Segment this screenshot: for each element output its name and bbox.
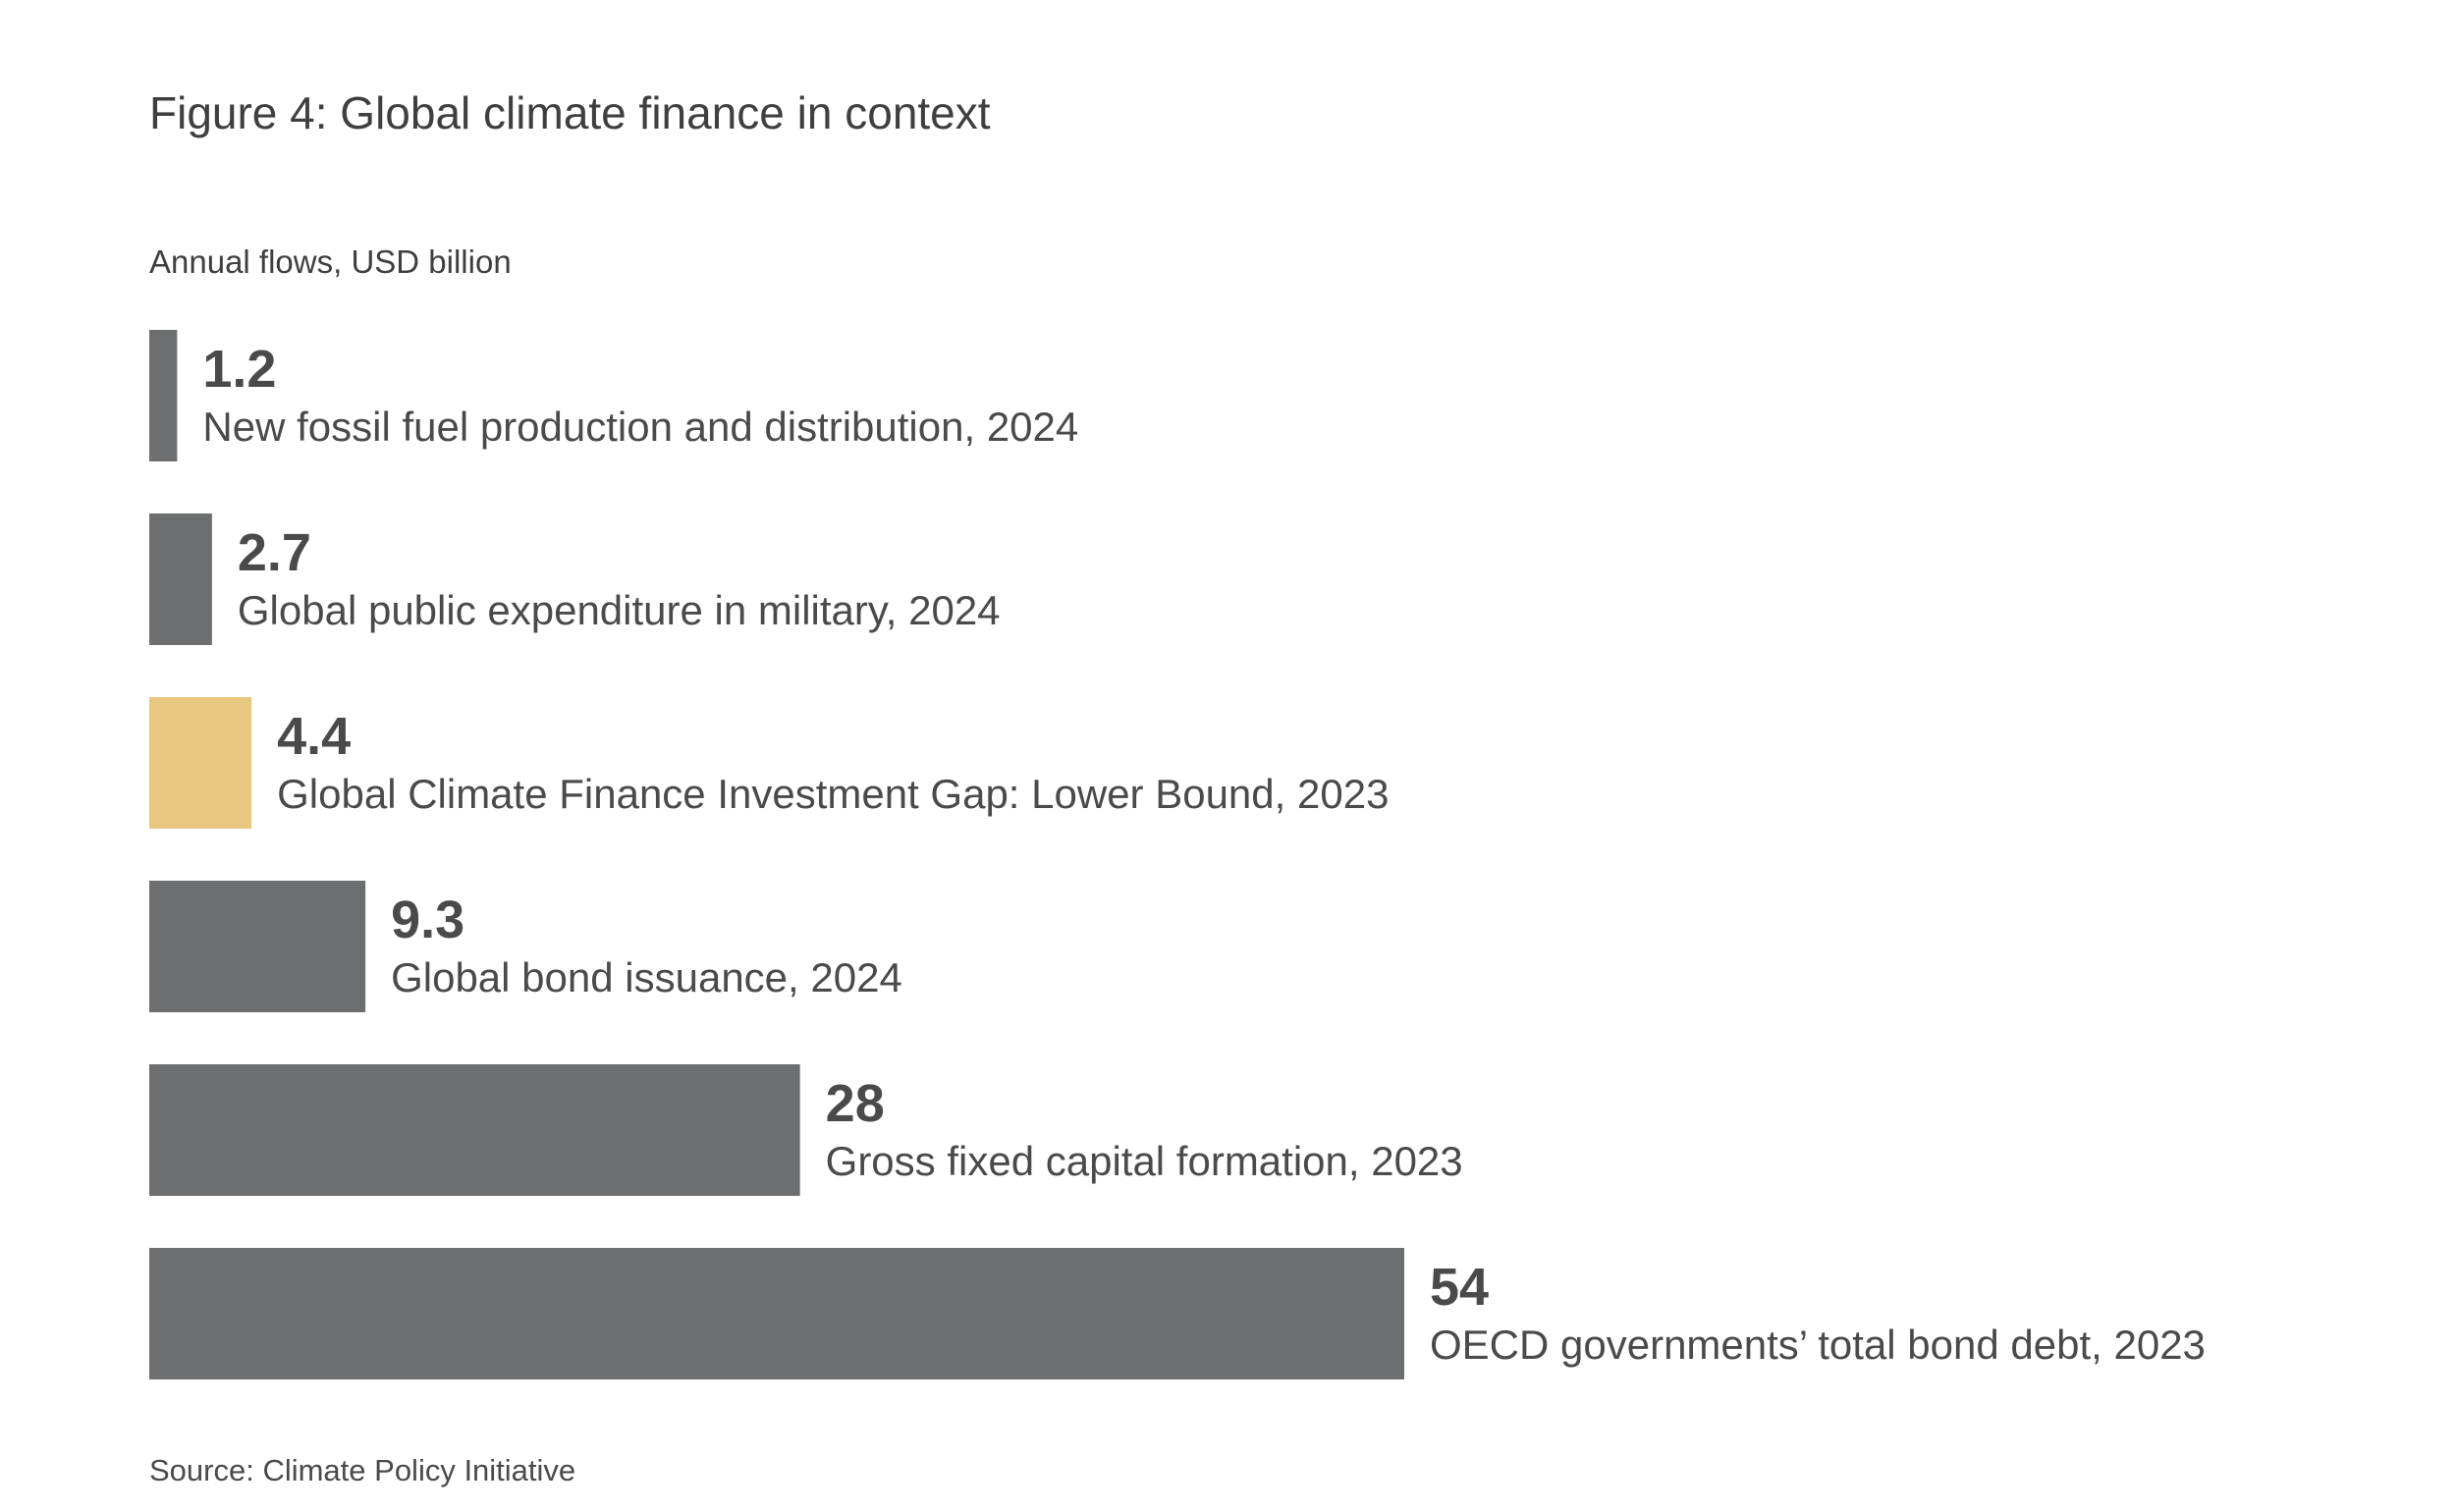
source-note: Source: Climate Policy Initiative [149,1453,576,1487]
bar-value-label-1: 2.7 [238,523,311,582]
chart-title: Figure 4: Global climate finance in cont… [149,87,991,138]
bar-value-label-2: 4.4 [277,707,351,766]
bar-1 [149,513,212,645]
bar-category-label-4: Gross fixed capital formation, 2023 [826,1138,1463,1184]
bar-value-label-0: 1.2 [202,340,276,399]
bar-category-label-0: New fossil fuel production and distribut… [202,404,1078,450]
bar-category-label-5: OECD governments’ total bond debt, 2023 [1430,1322,2206,1368]
bar-category-label-2: Global Climate Finance Investment Gap: L… [277,771,1389,817]
bar-category-label-3: Global bond issuance, 2024 [391,954,902,1000]
bar-value-label-4: 28 [826,1074,885,1133]
bar-5 [149,1248,1404,1379]
bar-3 [149,881,366,1012]
bar-4 [149,1064,800,1196]
bar-value-label-5: 54 [1430,1258,1489,1317]
bar-2 [149,697,252,829]
bar-0 [149,330,178,461]
bar-category-label-1: Global public expenditure in military, 2… [238,587,1001,633]
bar-value-label-3: 9.3 [391,891,464,949]
chart-subtitle: Annual flows, USD billion [149,243,512,280]
